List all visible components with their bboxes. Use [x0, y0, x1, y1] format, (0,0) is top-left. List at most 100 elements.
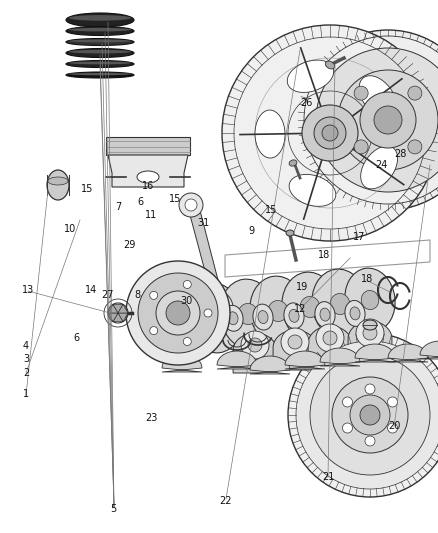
- Ellipse shape: [330, 294, 350, 314]
- Ellipse shape: [48, 177, 68, 185]
- Polygon shape: [225, 240, 430, 277]
- Text: 24: 24: [375, 160, 387, 170]
- Polygon shape: [162, 354, 202, 372]
- Circle shape: [150, 292, 158, 300]
- Circle shape: [314, 117, 346, 149]
- Text: 27: 27: [101, 290, 113, 300]
- Circle shape: [360, 92, 416, 148]
- Ellipse shape: [228, 312, 238, 325]
- Ellipse shape: [320, 308, 330, 321]
- Circle shape: [206, 299, 224, 317]
- Circle shape: [408, 86, 422, 100]
- Text: 11: 11: [145, 210, 157, 220]
- Circle shape: [288, 333, 438, 497]
- Circle shape: [150, 327, 158, 335]
- Text: 7: 7: [115, 202, 121, 212]
- Text: 19: 19: [296, 282, 308, 292]
- Polygon shape: [348, 321, 392, 361]
- Circle shape: [248, 338, 262, 352]
- Ellipse shape: [258, 311, 268, 324]
- Circle shape: [388, 397, 398, 407]
- Polygon shape: [388, 344, 428, 362]
- Ellipse shape: [287, 60, 334, 92]
- Ellipse shape: [66, 61, 134, 68]
- Ellipse shape: [66, 27, 134, 36]
- Text: 2: 2: [23, 368, 29, 378]
- Text: 3: 3: [23, 354, 29, 364]
- Circle shape: [316, 48, 438, 192]
- Text: 15: 15: [265, 205, 277, 215]
- Circle shape: [323, 331, 337, 345]
- Circle shape: [365, 384, 375, 394]
- Ellipse shape: [69, 73, 131, 75]
- Circle shape: [298, 30, 438, 210]
- Text: 15: 15: [169, 194, 181, 204]
- Polygon shape: [113, 304, 123, 313]
- Text: 18: 18: [361, 274, 373, 284]
- Circle shape: [138, 273, 218, 353]
- Text: 15: 15: [81, 184, 93, 194]
- Ellipse shape: [66, 72, 134, 78]
- Circle shape: [360, 405, 380, 425]
- Ellipse shape: [69, 39, 131, 42]
- Circle shape: [288, 335, 302, 349]
- Ellipse shape: [137, 171, 159, 183]
- Text: 30: 30: [180, 296, 192, 306]
- Polygon shape: [184, 195, 224, 315]
- Circle shape: [356, 319, 384, 347]
- Ellipse shape: [47, 170, 69, 200]
- Ellipse shape: [69, 50, 131, 53]
- Circle shape: [296, 341, 438, 489]
- Ellipse shape: [345, 268, 395, 332]
- Ellipse shape: [253, 304, 273, 330]
- Circle shape: [338, 70, 438, 170]
- Text: 4: 4: [23, 341, 29, 351]
- Polygon shape: [250, 356, 290, 374]
- Polygon shape: [320, 348, 360, 366]
- Ellipse shape: [345, 301, 365, 326]
- Circle shape: [302, 105, 358, 161]
- Ellipse shape: [268, 301, 288, 321]
- Ellipse shape: [300, 296, 320, 318]
- Ellipse shape: [223, 305, 243, 331]
- Text: 29: 29: [123, 240, 135, 250]
- Text: 6: 6: [137, 197, 143, 207]
- Circle shape: [126, 261, 230, 365]
- Ellipse shape: [205, 308, 225, 328]
- Circle shape: [322, 125, 338, 141]
- Ellipse shape: [66, 49, 134, 58]
- Ellipse shape: [66, 38, 134, 45]
- Circle shape: [365, 436, 375, 446]
- Polygon shape: [273, 330, 317, 370]
- Polygon shape: [355, 344, 395, 362]
- Text: 14: 14: [85, 285, 97, 295]
- Ellipse shape: [187, 283, 243, 353]
- Ellipse shape: [284, 303, 304, 329]
- Ellipse shape: [325, 61, 335, 69]
- Ellipse shape: [69, 28, 131, 31]
- Polygon shape: [113, 313, 123, 321]
- Text: 26: 26: [300, 98, 312, 108]
- Ellipse shape: [289, 160, 297, 166]
- Circle shape: [156, 291, 200, 335]
- Circle shape: [316, 324, 344, 352]
- Circle shape: [179, 193, 203, 217]
- Polygon shape: [108, 304, 118, 313]
- Circle shape: [241, 331, 269, 359]
- Polygon shape: [285, 351, 325, 369]
- Ellipse shape: [250, 276, 306, 346]
- Text: 22: 22: [219, 496, 231, 506]
- Ellipse shape: [69, 61, 131, 64]
- Circle shape: [408, 140, 422, 154]
- Text: 20: 20: [388, 421, 400, 431]
- Text: 13: 13: [22, 285, 34, 295]
- Ellipse shape: [289, 309, 299, 322]
- Ellipse shape: [361, 146, 398, 189]
- Ellipse shape: [286, 230, 294, 236]
- Circle shape: [183, 337, 191, 345]
- Text: 5: 5: [110, 504, 116, 514]
- Circle shape: [354, 140, 368, 154]
- Text: 23: 23: [145, 413, 157, 423]
- Ellipse shape: [289, 174, 336, 206]
- Text: 28: 28: [394, 149, 406, 159]
